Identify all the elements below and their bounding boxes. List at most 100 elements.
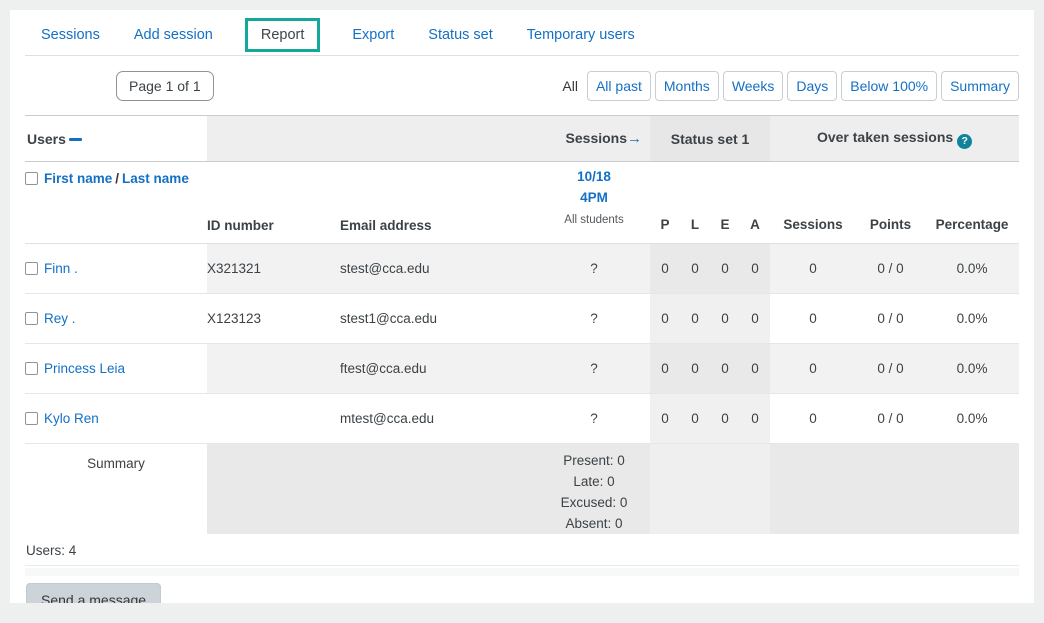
sort-last-name-link[interactable]: Last name: [122, 171, 189, 186]
session-status-cell: ?: [538, 293, 651, 344]
points-cell: 0 / 0: [856, 393, 926, 444]
points-cell: 0 / 0: [856, 293, 926, 344]
table-row: Kylo Ren mtest@cca.edu ? 0 0 0 0 0 0 / 0…: [25, 393, 1020, 444]
email-cell: ftest@cca.edu: [340, 343, 538, 394]
sort-first-name-link[interactable]: First name: [44, 171, 113, 186]
status-set-group-header: Status set 1: [650, 115, 771, 162]
tab-sessions[interactable]: Sessions: [41, 27, 100, 43]
summary-present: Present: 0: [563, 453, 625, 468]
table-row: Princess Leia ftest@cca.edu ? 0 0 0 0 0 …: [25, 343, 1020, 394]
sessions-count-cell: 0: [770, 393, 857, 444]
user-name-link[interactable]: Princess Leia: [44, 361, 126, 376]
late-count-cell: 0: [680, 243, 711, 294]
tab-temporary-users[interactable]: Temporary users: [526, 27, 635, 43]
percentage-cell: 0.0%: [925, 243, 1020, 294]
select-all-checkbox[interactable]: [25, 172, 38, 185]
users-count-label: Users: 4: [25, 534, 1019, 566]
tab-status-set[interactable]: Status set: [428, 27, 493, 43]
session-date-link[interactable]: 10/18: [577, 169, 611, 184]
percentage-cell: 0.0%: [925, 393, 1020, 444]
attendance-report-table: Users Sessions→ Status set 1 Over taken …: [25, 115, 1020, 534]
absent-column-header: A: [740, 161, 771, 244]
user-name-link[interactable]: Kylo Ren: [44, 411, 99, 426]
absent-count-cell: 0: [740, 343, 771, 394]
email-column-header: Email address: [340, 161, 538, 244]
group-header-row: Users Sessions→ Status set 1 Over taken …: [25, 115, 1020, 162]
present-count-cell: 0: [650, 243, 681, 294]
overtaken-group-label: Over taken sessions: [816, 128, 954, 145]
user-name-link[interactable]: Finn .: [44, 261, 78, 276]
percentage-cell: 0.0%: [925, 343, 1020, 394]
id-cell: X123123: [207, 293, 340, 344]
filter-below-100-button[interactable]: Below 100%: [841, 70, 938, 101]
summary-spacer: [207, 443, 538, 534]
email-cell: mtest@cca.edu: [340, 393, 538, 444]
overtaken-group-header: Over taken sessions?: [770, 115, 1020, 162]
absent-count-cell: 0: [740, 243, 771, 294]
name-column-header: First name / Last name: [25, 161, 207, 244]
session-time-link[interactable]: 4PM: [580, 190, 608, 205]
email-cell: stest@cca.edu: [340, 243, 538, 294]
toolbar: Page 1 of 1 All All past Months Weeks Da…: [25, 70, 1019, 101]
row-checkbox[interactable]: [25, 412, 38, 425]
tab-add-session[interactable]: Add session: [133, 27, 213, 43]
present-count-cell: 0: [650, 343, 681, 394]
footer-band: [25, 568, 1019, 576]
late-column-header: L: [680, 161, 711, 244]
session-sublabel: All students: [564, 214, 624, 226]
points-cell: 0 / 0: [856, 343, 926, 394]
filter-weeks-button[interactable]: Weeks: [722, 70, 784, 101]
tab-report[interactable]: Report: [260, 27, 305, 43]
id-cell: [207, 393, 340, 444]
id-cell: [207, 343, 340, 394]
sessions-group-label: Sessions: [565, 130, 628, 146]
percentage-column-header: Percentage: [925, 161, 1020, 244]
excused-count-cell: 0: [710, 393, 741, 444]
points-cell: 0 / 0: [856, 243, 926, 294]
session-column-header: 10/18 4PM All students: [538, 161, 651, 244]
sessions-column-header: Sessions: [770, 161, 857, 244]
report-tab-highlight-box: Report: [244, 18, 321, 52]
column-header-row: First name / Last name ID number Email add…: [25, 161, 1020, 244]
collapse-minus-icon[interactable]: [68, 138, 82, 142]
summary-label: Summary: [25, 443, 207, 534]
row-checkbox[interactable]: [25, 312, 38, 325]
sessions-count-cell: 0: [770, 243, 857, 294]
arrow-right-icon[interactable]: →: [627, 130, 643, 147]
user-name-cell: Kylo Ren: [25, 393, 207, 444]
present-count-cell: 0: [650, 293, 681, 344]
user-name-cell: Princess Leia: [25, 343, 207, 394]
row-checkbox[interactable]: [25, 262, 38, 275]
summary-excused: Excused: 0: [560, 495, 628, 510]
tab-export[interactable]: Export: [352, 27, 395, 43]
excused-count-cell: 0: [710, 343, 741, 394]
session-status-cell: ?: [538, 343, 651, 394]
excused-count-cell: 0: [710, 293, 741, 344]
help-icon[interactable]: ?: [957, 133, 973, 149]
user-name-link[interactable]: Rey .: [44, 311, 76, 326]
sessions-count-cell: 0: [770, 293, 857, 344]
pagination-button[interactable]: Page 1 of 1: [116, 70, 214, 101]
absent-count-cell: 0: [740, 293, 771, 344]
user-name-cell: Rey .: [25, 293, 207, 344]
summary-row: Summary Present: 0 Late: 0 Excused: 0 Ab…: [25, 443, 1020, 534]
sessions-count-cell: 0: [770, 343, 857, 394]
late-count-cell: 0: [680, 393, 711, 444]
row-checkbox[interactable]: [25, 362, 38, 375]
attendance-report-page: Sessions Add session Report Export Statu…: [10, 10, 1034, 603]
table-row: Finn . X321321 stest@cca.edu ? 0 0 0 0 0…: [25, 243, 1020, 294]
id-cell: X321321: [207, 243, 340, 294]
sessions-group-header: Sessions→: [207, 115, 651, 162]
name-separator: /: [115, 171, 120, 186]
filter-all-past-button[interactable]: All past: [586, 70, 651, 101]
filter-summary-button[interactable]: Summary: [941, 70, 1019, 101]
tab-bar: Sessions Add session Report Export Statu…: [25, 10, 1019, 56]
filter-days-button[interactable]: Days: [787, 70, 838, 101]
filter-months-button[interactable]: Months: [654, 70, 719, 101]
late-count-cell: 0: [680, 343, 711, 394]
users-group-header: Users: [25, 115, 207, 162]
send-message-button[interactable]: Send a message: [26, 583, 162, 603]
points-column-header: Points: [856, 161, 926, 244]
filter-current-label: All: [562, 77, 578, 94]
summary-late: Late: 0: [573, 474, 615, 489]
